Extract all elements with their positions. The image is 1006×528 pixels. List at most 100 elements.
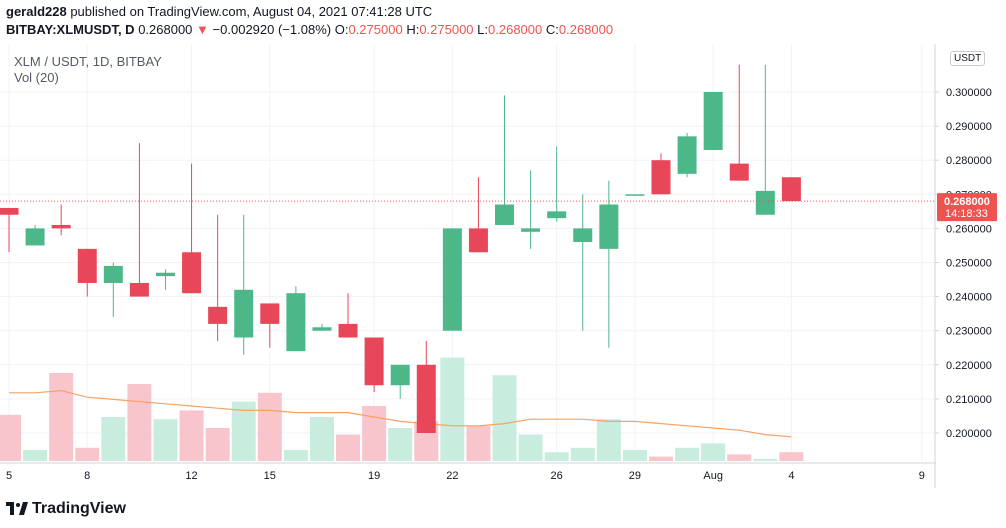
price-tick-label: 0.290000 (946, 121, 992, 133)
low-label: L: (477, 22, 489, 37)
candle-body (312, 327, 332, 331)
volume-bar (257, 392, 282, 461)
candle-body (129, 282, 149, 297)
volume-bar (101, 417, 126, 461)
volume-bar (570, 447, 595, 461)
time-tick-label: 19 (368, 470, 380, 482)
volume-bar (466, 425, 491, 461)
price-tick-label: 0.220000 (946, 360, 992, 372)
tradingview-logo: TradingView (6, 500, 126, 518)
down-arrow-icon: ▼ (196, 22, 209, 37)
candle-body (182, 252, 202, 294)
open-value: 0.275000 (348, 22, 403, 37)
last-price-tag (937, 193, 997, 222)
time-tick-label: 12 (185, 470, 197, 482)
volume-bar (75, 447, 100, 461)
candle-body (338, 323, 358, 338)
candle-body (573, 228, 593, 243)
candle-body (651, 160, 671, 195)
last-price: 0.268000 (138, 22, 193, 37)
tradingview-logo-icon (6, 502, 28, 515)
volume-bar (0, 414, 21, 461)
candle-body (729, 163, 749, 181)
volume-bar (492, 375, 517, 461)
candle-body (521, 228, 541, 232)
candle-body (25, 228, 45, 246)
volume-bar (309, 417, 334, 461)
last-price-tag-label: 0.268000 (944, 196, 990, 208)
high-label: H: (406, 22, 420, 37)
candle-body (468, 228, 488, 253)
candle-body (547, 211, 567, 219)
candle-body (703, 92, 723, 150)
volume-bar (727, 454, 752, 461)
time-tick-label: 22 (446, 470, 458, 482)
time-tick-label: Aug (703, 470, 723, 482)
candle-body (286, 293, 306, 352)
publisher-name[interactable]: gerald228 (6, 4, 67, 19)
open-label: O: (334, 22, 349, 37)
volume-bar (49, 373, 74, 461)
candle-body (51, 224, 71, 229)
candle-body (234, 289, 254, 338)
volume-bar (205, 428, 230, 461)
volume-bar (649, 456, 673, 461)
candle-body (755, 190, 775, 215)
low-value: 0.268000 (488, 22, 543, 37)
candle-body (0, 207, 19, 215)
price-chart[interactable]: 0.3000000.2900000.2800000.2700000.260000… (0, 44, 1006, 488)
countdown-label: 14:18:33 (945, 208, 988, 220)
volume-bar (544, 452, 569, 461)
time-tick-label: 9 (919, 470, 925, 482)
price-tick-label: 0.200000 (946, 428, 992, 440)
candle-body (599, 204, 619, 249)
volume-bar (153, 419, 178, 461)
volume-bar (440, 357, 465, 461)
candle-body (390, 364, 410, 386)
chart-legend: XLM / USDT, 1D, BITBAY Vol (20) (14, 54, 162, 86)
candle-body (208, 306, 228, 324)
volume-bar (127, 384, 152, 461)
volume-bar (675, 447, 700, 461)
volume-bar (362, 406, 387, 461)
volume-bar (518, 434, 543, 461)
candle-body (155, 272, 175, 277)
candle-body (77, 248, 97, 283)
tradingview-brand-text: TradingView (32, 500, 126, 517)
volume-bar (336, 434, 361, 461)
currency-button[interactable]: USDT (950, 51, 986, 66)
volume-bar (779, 452, 804, 461)
candle-body (442, 228, 462, 331)
candle-body (625, 194, 645, 196)
price-tick-label: 0.260000 (946, 223, 992, 235)
time-tick-label: 29 (629, 470, 641, 482)
symbol-line: BITBAY:XLMUSDT, D 0.268000 ▼ −0.002920 (… (6, 22, 613, 37)
symbol-name: BITBAY:XLMUSDT, D (6, 22, 135, 37)
candle-body (103, 265, 123, 283)
candle-body (677, 136, 697, 174)
volume-bar (283, 450, 308, 461)
candle-body (364, 337, 384, 386)
time-tick-label: 26 (551, 470, 563, 482)
volume-bar (179, 410, 204, 461)
volume-bar (701, 443, 726, 461)
publisher-line: gerald228 published on TradingView.com, … (6, 4, 432, 19)
price-tick-label: 0.240000 (946, 292, 992, 304)
volume-bar (753, 458, 778, 461)
legend-volume: Vol (20) (14, 70, 59, 85)
legend-title: XLM / USDT, 1D, BITBAY (14, 54, 162, 69)
time-tick-label: 5 (6, 470, 12, 482)
published-text: published on TradingView.com, August 04,… (70, 4, 433, 19)
candle-body (781, 177, 801, 202)
price-tick-label: 0.280000 (946, 155, 992, 167)
price-tick-label: 0.250000 (946, 258, 992, 270)
candle-body (495, 204, 515, 225)
candle-body (260, 303, 280, 324)
price-tick-label: 0.210000 (946, 394, 992, 406)
candle-body (416, 364, 436, 433)
volume-bar (23, 450, 48, 461)
volume-ma-line (9, 389, 792, 438)
time-tick-label: 15 (264, 470, 276, 482)
volume-bar (622, 450, 647, 461)
volume-bar (596, 419, 621, 461)
